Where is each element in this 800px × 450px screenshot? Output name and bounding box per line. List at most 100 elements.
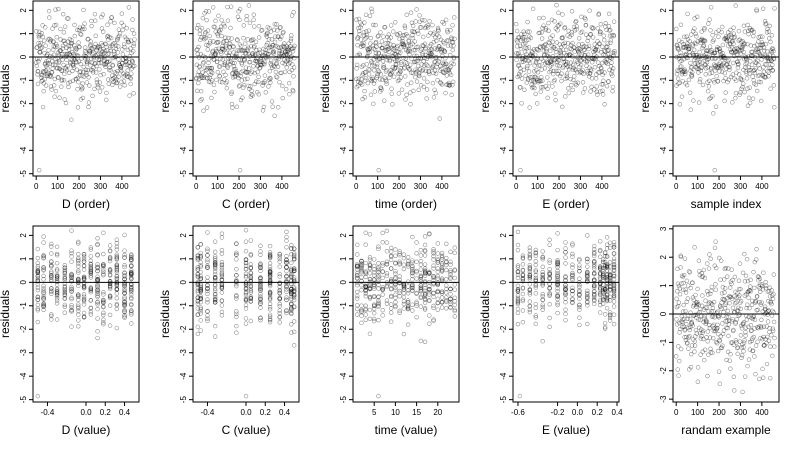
data-point <box>760 72 765 78</box>
data-point <box>555 247 560 253</box>
data-point <box>725 43 731 48</box>
data-point <box>393 268 398 274</box>
data-point <box>432 59 437 65</box>
data-point <box>81 283 87 289</box>
data-point <box>690 70 695 75</box>
data-point <box>68 43 74 49</box>
data-point <box>444 82 449 87</box>
data-point <box>243 273 249 279</box>
data-point <box>63 54 69 59</box>
data-point <box>380 286 385 292</box>
data-point <box>380 261 385 266</box>
data-point <box>739 326 745 331</box>
data-point <box>101 264 106 269</box>
data-point <box>611 288 617 294</box>
data-point <box>198 296 203 301</box>
data-point <box>435 280 440 285</box>
data-point <box>48 84 54 89</box>
data-point <box>37 29 42 35</box>
data-point <box>527 307 533 313</box>
data-point <box>121 79 127 84</box>
data-point <box>289 286 294 292</box>
data-point <box>291 254 297 260</box>
data-point <box>435 296 440 302</box>
data-point <box>410 267 415 272</box>
data-point <box>223 45 229 50</box>
data-point <box>554 56 559 61</box>
data-point <box>708 95 713 100</box>
data-point <box>602 263 608 268</box>
data-point <box>81 286 87 291</box>
data-point <box>123 55 128 60</box>
data-point <box>398 75 404 80</box>
data-point <box>716 34 721 39</box>
data-point <box>355 275 360 281</box>
data-point <box>252 43 257 49</box>
data-point <box>565 64 571 69</box>
data-point <box>575 70 580 75</box>
data-point <box>729 45 735 50</box>
data-point <box>243 286 249 291</box>
data-point <box>81 285 87 290</box>
data-point <box>422 305 428 311</box>
data-point <box>129 285 134 290</box>
data-point <box>717 60 723 65</box>
data-point <box>129 272 134 277</box>
data-point <box>750 53 756 59</box>
data-point <box>225 18 231 23</box>
data-point <box>393 285 398 290</box>
data-point <box>405 261 411 267</box>
data-point <box>592 259 597 264</box>
data-point <box>680 45 686 50</box>
data-point <box>539 74 544 80</box>
data-point <box>439 291 445 296</box>
data-point <box>277 314 282 319</box>
data-point <box>412 29 417 35</box>
data-point <box>122 312 127 318</box>
data-point <box>114 80 119 86</box>
data-point <box>54 287 60 292</box>
data-point <box>747 67 752 73</box>
data-point <box>388 249 394 254</box>
data-point <box>766 29 772 34</box>
data-point <box>61 38 66 44</box>
data-point <box>527 29 532 34</box>
data-point <box>747 305 752 311</box>
data-point <box>586 56 592 61</box>
data-point <box>393 295 398 300</box>
data-point <box>35 270 41 275</box>
data-point <box>597 248 603 254</box>
data-point <box>122 248 127 253</box>
data-point <box>427 71 432 77</box>
data-point <box>713 55 719 61</box>
scatter-points <box>194 3 297 173</box>
data-point <box>54 274 60 279</box>
data-point <box>289 287 294 292</box>
data-point <box>81 74 87 79</box>
data-point <box>610 88 615 94</box>
data-point <box>287 92 292 97</box>
data-point <box>605 41 610 46</box>
data-point <box>602 37 607 43</box>
data-point <box>234 51 239 57</box>
data-point <box>764 30 770 35</box>
data-point <box>427 231 432 237</box>
y-tick-label: -4 <box>659 146 668 154</box>
data-point <box>274 75 280 80</box>
data-point <box>399 87 405 92</box>
data-point <box>527 292 533 297</box>
y-tick-label: -1 <box>339 76 348 84</box>
data-point <box>198 308 203 314</box>
data-point <box>289 67 295 73</box>
data-point <box>113 54 118 59</box>
data-point <box>422 292 428 297</box>
data-point <box>95 277 100 282</box>
data-point <box>435 266 440 271</box>
data-point <box>583 58 588 63</box>
data-point <box>714 30 719 35</box>
data-point <box>279 34 284 39</box>
data-point <box>515 300 521 305</box>
data-point <box>607 287 613 292</box>
data-point <box>543 84 548 89</box>
